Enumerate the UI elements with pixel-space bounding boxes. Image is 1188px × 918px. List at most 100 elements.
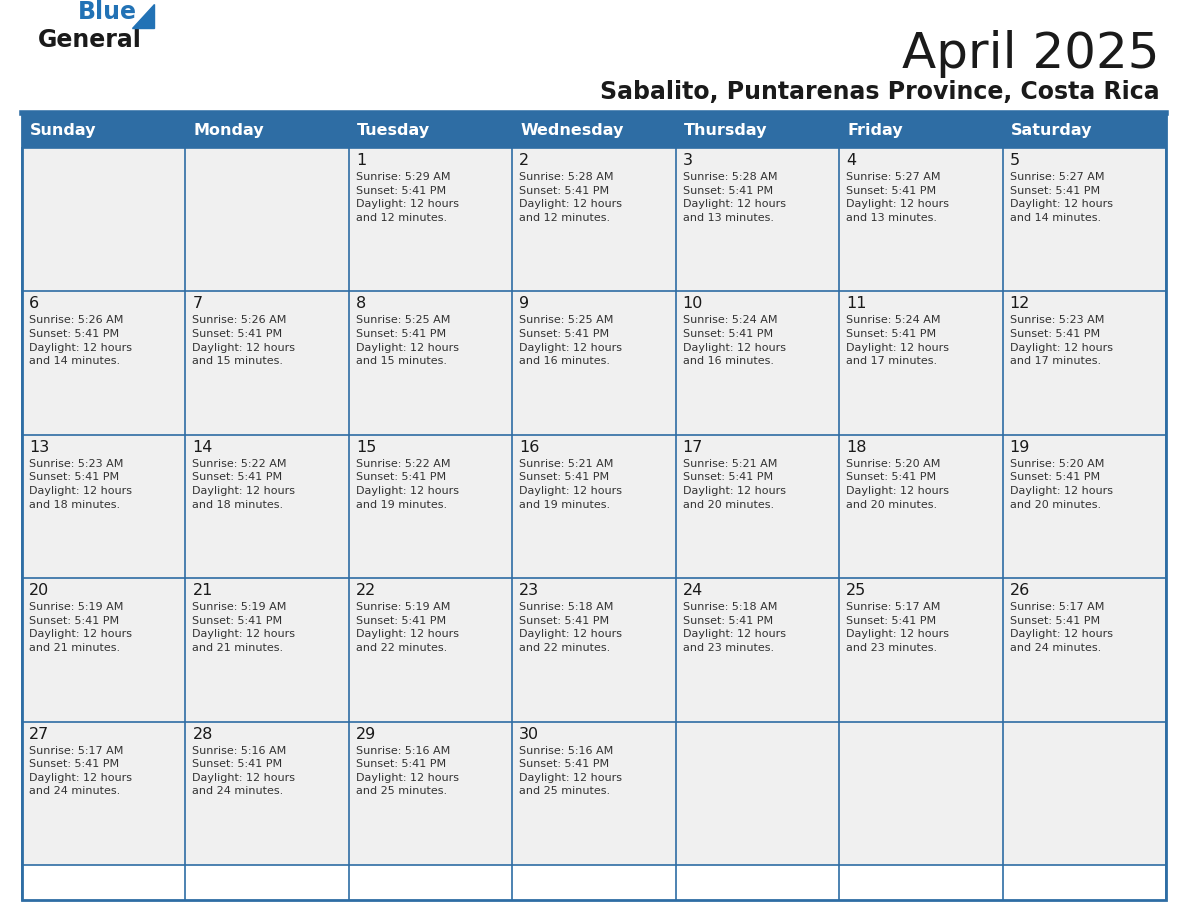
Text: 2: 2 <box>519 153 530 168</box>
Text: Blue: Blue <box>78 0 137 24</box>
Text: General: General <box>38 28 141 52</box>
Text: Sunrise: 5:20 AM
Sunset: 5:41 PM
Daylight: 12 hours
and 20 minutes.: Sunrise: 5:20 AM Sunset: 5:41 PM Dayligh… <box>1010 459 1113 509</box>
Text: 17: 17 <box>683 440 703 454</box>
Text: Sunrise: 5:27 AM
Sunset: 5:41 PM
Daylight: 12 hours
and 14 minutes.: Sunrise: 5:27 AM Sunset: 5:41 PM Dayligh… <box>1010 172 1113 223</box>
Text: 7: 7 <box>192 297 202 311</box>
Text: 27: 27 <box>29 727 49 742</box>
Bar <box>512 291 676 435</box>
Text: Sunrise: 5:24 AM
Sunset: 5:41 PM
Daylight: 12 hours
and 16 minutes.: Sunrise: 5:24 AM Sunset: 5:41 PM Dayligh… <box>683 316 785 366</box>
Bar <box>676 148 839 291</box>
Bar <box>349 435 512 578</box>
Bar <box>349 148 512 291</box>
Bar <box>676 291 839 435</box>
Text: Wednesday: Wednesday <box>520 123 624 138</box>
Text: Sunrise: 5:20 AM
Sunset: 5:41 PM
Daylight: 12 hours
and 20 minutes.: Sunrise: 5:20 AM Sunset: 5:41 PM Dayligh… <box>846 459 949 509</box>
Text: Sunrise: 5:16 AM
Sunset: 5:41 PM
Daylight: 12 hours
and 24 minutes.: Sunrise: 5:16 AM Sunset: 5:41 PM Dayligh… <box>192 745 296 797</box>
Bar <box>676 435 839 578</box>
Text: Monday: Monday <box>194 123 264 138</box>
Bar <box>1003 435 1165 578</box>
Bar <box>185 722 349 865</box>
Text: Tuesday: Tuesday <box>356 123 430 138</box>
Text: Sunrise: 5:21 AM
Sunset: 5:41 PM
Daylight: 12 hours
and 20 minutes.: Sunrise: 5:21 AM Sunset: 5:41 PM Dayligh… <box>683 459 785 509</box>
Text: Sunrise: 5:23 AM
Sunset: 5:41 PM
Daylight: 12 hours
and 17 minutes.: Sunrise: 5:23 AM Sunset: 5:41 PM Dayligh… <box>1010 316 1113 366</box>
Text: 10: 10 <box>683 297 703 311</box>
Text: Friday: Friday <box>847 123 903 138</box>
Text: 6: 6 <box>29 297 39 311</box>
Text: Sunrise: 5:29 AM
Sunset: 5:41 PM
Daylight: 12 hours
and 12 minutes.: Sunrise: 5:29 AM Sunset: 5:41 PM Dayligh… <box>356 172 459 223</box>
Bar <box>512 435 676 578</box>
Bar <box>839 291 1003 435</box>
Bar <box>185 148 349 291</box>
Text: Sunrise: 5:25 AM
Sunset: 5:41 PM
Daylight: 12 hours
and 16 minutes.: Sunrise: 5:25 AM Sunset: 5:41 PM Dayligh… <box>519 316 623 366</box>
Text: 9: 9 <box>519 297 530 311</box>
Text: April 2025: April 2025 <box>903 30 1159 78</box>
Bar <box>512 578 676 722</box>
Text: Sunrise: 5:24 AM
Sunset: 5:41 PM
Daylight: 12 hours
and 17 minutes.: Sunrise: 5:24 AM Sunset: 5:41 PM Dayligh… <box>846 316 949 366</box>
Bar <box>1003 148 1165 291</box>
Bar <box>512 722 676 865</box>
Bar <box>23 722 185 865</box>
Bar <box>23 148 185 291</box>
Text: 29: 29 <box>356 727 377 742</box>
Bar <box>839 722 1003 865</box>
Bar <box>349 291 512 435</box>
Text: Sunrise: 5:28 AM
Sunset: 5:41 PM
Daylight: 12 hours
and 13 minutes.: Sunrise: 5:28 AM Sunset: 5:41 PM Dayligh… <box>683 172 785 223</box>
Text: Sunrise: 5:19 AM
Sunset: 5:41 PM
Daylight: 12 hours
and 21 minutes.: Sunrise: 5:19 AM Sunset: 5:41 PM Dayligh… <box>192 602 296 653</box>
Bar <box>23 113 1165 148</box>
Text: Sunrise: 5:26 AM
Sunset: 5:41 PM
Daylight: 12 hours
and 15 minutes.: Sunrise: 5:26 AM Sunset: 5:41 PM Dayligh… <box>192 316 296 366</box>
Text: Saturday: Saturday <box>1011 123 1092 138</box>
Text: 12: 12 <box>1010 297 1030 311</box>
Text: Sunrise: 5:19 AM
Sunset: 5:41 PM
Daylight: 12 hours
and 22 minutes.: Sunrise: 5:19 AM Sunset: 5:41 PM Dayligh… <box>356 602 459 653</box>
Bar <box>676 578 839 722</box>
Text: Sunrise: 5:16 AM
Sunset: 5:41 PM
Daylight: 12 hours
and 25 minutes.: Sunrise: 5:16 AM Sunset: 5:41 PM Dayligh… <box>356 745 459 797</box>
Bar <box>23 435 185 578</box>
Text: Sunrise: 5:19 AM
Sunset: 5:41 PM
Daylight: 12 hours
and 21 minutes.: Sunrise: 5:19 AM Sunset: 5:41 PM Dayligh… <box>29 602 132 653</box>
Bar <box>23 578 185 722</box>
Text: Sunrise: 5:28 AM
Sunset: 5:41 PM
Daylight: 12 hours
and 12 minutes.: Sunrise: 5:28 AM Sunset: 5:41 PM Dayligh… <box>519 172 623 223</box>
Text: 24: 24 <box>683 583 703 599</box>
Text: Sunrise: 5:25 AM
Sunset: 5:41 PM
Daylight: 12 hours
and 15 minutes.: Sunrise: 5:25 AM Sunset: 5:41 PM Dayligh… <box>356 316 459 366</box>
Bar <box>23 113 1165 900</box>
Bar <box>185 435 349 578</box>
Bar <box>839 435 1003 578</box>
Text: 28: 28 <box>192 727 213 742</box>
Bar <box>839 148 1003 291</box>
Text: Sunrise: 5:22 AM
Sunset: 5:41 PM
Daylight: 12 hours
and 18 minutes.: Sunrise: 5:22 AM Sunset: 5:41 PM Dayligh… <box>192 459 296 509</box>
Polygon shape <box>132 4 154 28</box>
Text: 13: 13 <box>29 440 49 454</box>
Text: Sunrise: 5:16 AM
Sunset: 5:41 PM
Daylight: 12 hours
and 25 minutes.: Sunrise: 5:16 AM Sunset: 5:41 PM Dayligh… <box>519 745 623 797</box>
Text: 30: 30 <box>519 727 539 742</box>
Bar <box>185 291 349 435</box>
Text: Sunrise: 5:17 AM
Sunset: 5:41 PM
Daylight: 12 hours
and 23 minutes.: Sunrise: 5:17 AM Sunset: 5:41 PM Dayligh… <box>846 602 949 653</box>
Bar <box>185 578 349 722</box>
Text: Sabalito, Puntarenas Province, Costa Rica: Sabalito, Puntarenas Province, Costa Ric… <box>600 80 1159 104</box>
Text: 15: 15 <box>356 440 377 454</box>
Text: 5: 5 <box>1010 153 1019 168</box>
Text: 21: 21 <box>192 583 213 599</box>
Text: Sunrise: 5:18 AM
Sunset: 5:41 PM
Daylight: 12 hours
and 23 minutes.: Sunrise: 5:18 AM Sunset: 5:41 PM Dayligh… <box>683 602 785 653</box>
Bar <box>839 578 1003 722</box>
Text: 22: 22 <box>356 583 377 599</box>
Text: Sunrise: 5:18 AM
Sunset: 5:41 PM
Daylight: 12 hours
and 22 minutes.: Sunrise: 5:18 AM Sunset: 5:41 PM Dayligh… <box>519 602 623 653</box>
Bar <box>1003 578 1165 722</box>
Text: 3: 3 <box>683 153 693 168</box>
Text: 19: 19 <box>1010 440 1030 454</box>
Text: Sunrise: 5:21 AM
Sunset: 5:41 PM
Daylight: 12 hours
and 19 minutes.: Sunrise: 5:21 AM Sunset: 5:41 PM Dayligh… <box>519 459 623 509</box>
Text: 14: 14 <box>192 440 213 454</box>
Text: 23: 23 <box>519 583 539 599</box>
Text: 18: 18 <box>846 440 866 454</box>
Bar <box>23 291 185 435</box>
Text: 20: 20 <box>29 583 49 599</box>
Text: Sunrise: 5:26 AM
Sunset: 5:41 PM
Daylight: 12 hours
and 14 minutes.: Sunrise: 5:26 AM Sunset: 5:41 PM Dayligh… <box>29 316 132 366</box>
Bar <box>349 578 512 722</box>
Text: Sunrise: 5:17 AM
Sunset: 5:41 PM
Daylight: 12 hours
and 24 minutes.: Sunrise: 5:17 AM Sunset: 5:41 PM Dayligh… <box>1010 602 1113 653</box>
Text: 26: 26 <box>1010 583 1030 599</box>
Text: 4: 4 <box>846 153 857 168</box>
Bar <box>1003 722 1165 865</box>
Text: Sunrise: 5:22 AM
Sunset: 5:41 PM
Daylight: 12 hours
and 19 minutes.: Sunrise: 5:22 AM Sunset: 5:41 PM Dayligh… <box>356 459 459 509</box>
Text: 8: 8 <box>356 297 366 311</box>
Bar <box>1003 291 1165 435</box>
Text: Sunrise: 5:23 AM
Sunset: 5:41 PM
Daylight: 12 hours
and 18 minutes.: Sunrise: 5:23 AM Sunset: 5:41 PM Dayligh… <box>29 459 132 509</box>
Text: 11: 11 <box>846 297 866 311</box>
Bar <box>512 148 676 291</box>
